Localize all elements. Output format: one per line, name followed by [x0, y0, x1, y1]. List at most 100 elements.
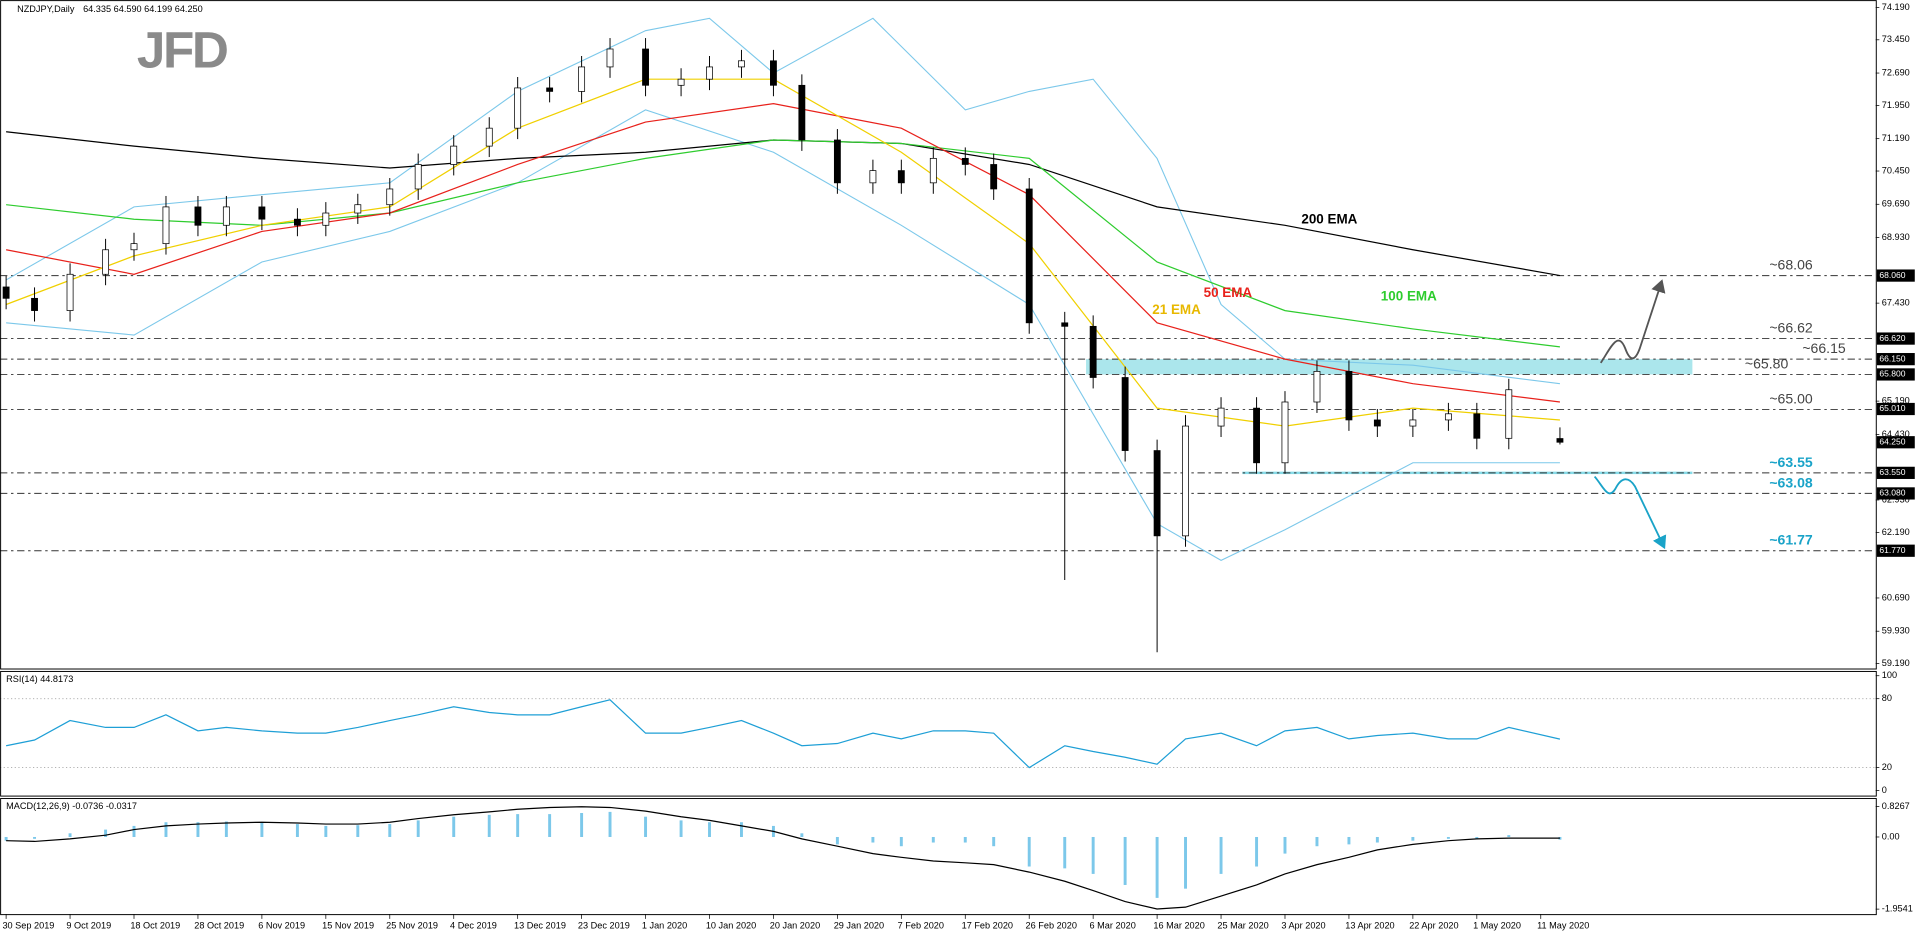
macd-bar — [487, 814, 491, 837]
macd-title: MACD(12,26,9) -0.0736 -0.0317 — [6, 801, 137, 811]
macd-bar — [324, 825, 328, 837]
macd-bar — [1091, 836, 1095, 874]
macd-bar — [224, 821, 228, 837]
macd-bar — [871, 836, 875, 843]
macd-bar — [416, 820, 420, 837]
level-label: ~68.06 — [1769, 257, 1813, 273]
macd-bar — [899, 836, 903, 847]
price-label-box — [1876, 332, 1915, 345]
chart-subtitle: 64.335 64.590 64.199 64.250 — [83, 4, 203, 14]
y-tick-label: 68.930 — [1882, 232, 1910, 242]
candle-body — [897, 170, 905, 184]
zone — [1086, 359, 1693, 375]
level-label: ~63.08 — [1769, 474, 1813, 490]
candle-body — [1281, 401, 1289, 464]
y-tick-label: 0 — [1882, 785, 1887, 795]
candle-body — [1313, 371, 1321, 403]
ema-label: 100 EMA — [1381, 288, 1437, 303]
candle-body — [1345, 371, 1353, 421]
x-tick-label: 3 Apr 2020 — [1281, 921, 1325, 931]
candle-body — [414, 164, 422, 190]
candle-body — [770, 60, 777, 86]
candle-body — [2, 286, 10, 299]
y-tick-label: 67.430 — [1882, 298, 1910, 308]
level-label: ~65.80 — [1745, 355, 1789, 371]
x-tick-label: 18 Oct 2019 — [130, 921, 180, 931]
y-tick-label: 65.190 — [1882, 396, 1910, 406]
x-tick-label: 9 Oct 2019 — [66, 921, 111, 931]
macd-bar — [1255, 836, 1259, 867]
candle-body — [258, 206, 266, 220]
candle-body — [31, 297, 38, 311]
price-label: 66.620 — [1879, 333, 1905, 343]
price-label-box — [1876, 353, 1915, 366]
level-label: ~65.00 — [1769, 390, 1813, 406]
macd-bar — [1315, 836, 1319, 847]
level-label: ~66.62 — [1769, 320, 1813, 336]
macd-bar — [104, 829, 108, 837]
macd-bar — [295, 824, 299, 837]
macd-bar — [580, 812, 584, 837]
macd-bar — [608, 811, 612, 837]
rsi-title: RSI(14) 44.8173 — [6, 674, 73, 684]
candle-body — [578, 66, 586, 92]
ema-line — [5, 103, 1560, 403]
price-label: 63.550 — [1879, 467, 1905, 477]
price-label: 68.060 — [1879, 270, 1905, 280]
macd-bar — [963, 836, 967, 843]
macd-bar — [196, 822, 200, 837]
x-tick-label: 1 Jan 2020 — [642, 921, 687, 931]
candle-body — [162, 206, 170, 245]
x-tick-label: 26 Feb 2020 — [1026, 921, 1077, 931]
macd-bar — [4, 836, 8, 841]
y-tick-label: 60.690 — [1882, 592, 1910, 602]
macd-bar — [1375, 836, 1379, 843]
y-tick-label: 100 — [1882, 670, 1897, 680]
x-tick-label: 16 Mar 2020 — [1153, 921, 1204, 931]
candle-body — [322, 212, 330, 226]
candle-body — [1556, 438, 1564, 443]
y-tick-label: 69.690 — [1882, 199, 1910, 209]
x-tick-label: 13 Dec 2019 — [514, 921, 566, 931]
macd-bar — [1507, 835, 1511, 837]
macd-bar — [740, 822, 743, 837]
candle-body — [66, 273, 74, 311]
candle-body — [798, 84, 806, 141]
price-label-box — [1876, 402, 1915, 416]
candle-body — [990, 164, 998, 190]
candle-body — [450, 145, 458, 165]
y-tick-label: 72.690 — [1882, 67, 1910, 77]
candle-body — [1253, 407, 1260, 464]
macd-bar — [1411, 836, 1415, 841]
candle-body — [642, 48, 649, 86]
x-tick-label: 29 Jan 2020 — [834, 921, 884, 931]
candle-body — [222, 206, 230, 226]
macd-bar — [1475, 836, 1479, 839]
candle-body — [869, 170, 877, 184]
y-tick-label: 20 — [1882, 762, 1892, 772]
x-tick-label: 25 Nov 2019 — [386, 921, 438, 931]
candle-body — [1121, 377, 1129, 451]
candle-body — [706, 66, 713, 80]
macd-bar — [132, 825, 136, 837]
price-label: 65.010 — [1879, 403, 1905, 413]
x-tick-label: 28 Oct 2019 — [194, 921, 244, 931]
candle-body — [1025, 188, 1033, 324]
macd-bar — [164, 822, 168, 837]
macd-bar — [1446, 836, 1450, 839]
macd-bar — [1184, 836, 1187, 889]
candle-body — [1373, 419, 1381, 427]
rsi-frame — [0, 670, 1877, 797]
y-tick-label: 74.190 — [1882, 2, 1910, 12]
y-tick-label: 70.450 — [1882, 165, 1910, 175]
x-tick-label: 11 May 2020 — [1537, 921, 1589, 931]
price-label: 64.250 — [1879, 437, 1905, 447]
candle-body — [130, 243, 138, 251]
price-label: 66.150 — [1879, 353, 1905, 363]
ema-label: 21 EMA — [1152, 302, 1201, 317]
x-tick-label: 6 Nov 2019 — [258, 921, 305, 931]
candle-body — [386, 188, 394, 206]
y-tick-label: 0.00 — [1882, 831, 1900, 841]
